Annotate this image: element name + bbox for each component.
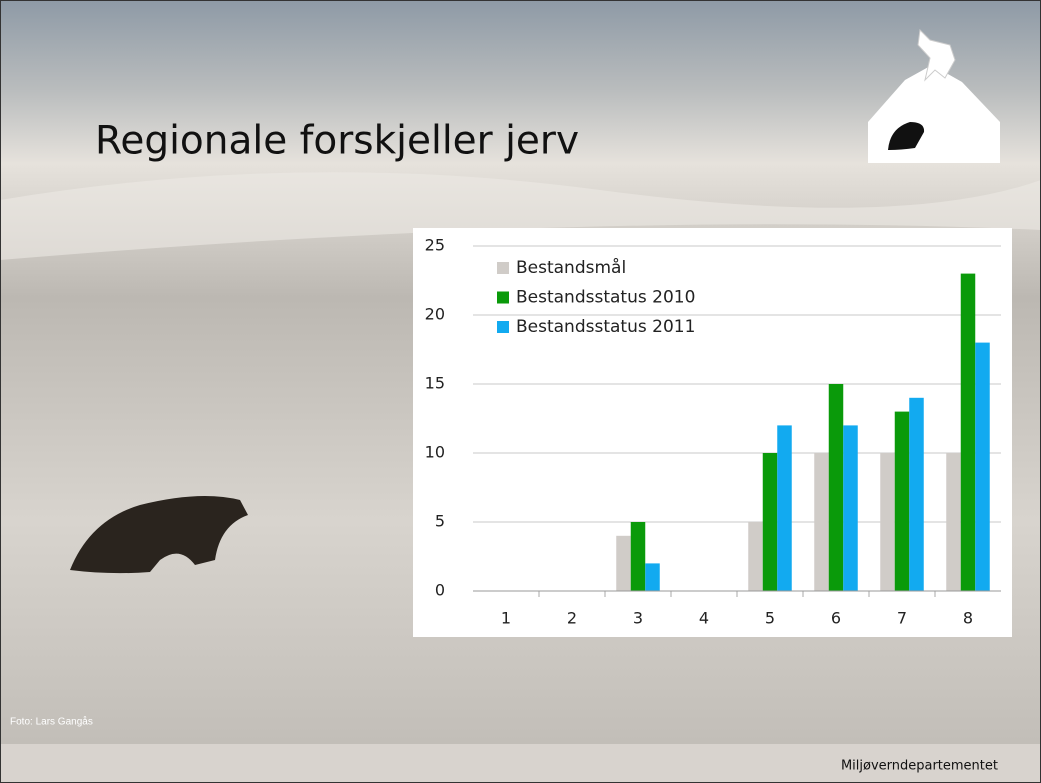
- bar: [894, 411, 910, 591]
- legend-label: Bestandsstatus 2010: [516, 288, 695, 308]
- x-tick-label: 4: [699, 609, 709, 628]
- photo-credit: Foto: Lars Gangås: [10, 716, 93, 728]
- wolverine: [70, 496, 248, 574]
- y-tick-label: 20: [425, 305, 445, 324]
- bar: [975, 342, 990, 591]
- x-tick-label: 3: [633, 609, 643, 628]
- slide-title: Regionale forskjeller jerv: [95, 119, 579, 164]
- bar: [645, 563, 660, 591]
- x-tick-label: 1: [501, 609, 511, 628]
- legend-label: Bestandsmål: [516, 257, 626, 278]
- bar: [880, 453, 895, 591]
- x-tick-label: 6: [831, 609, 841, 628]
- logo-reindeer: [917, 28, 956, 82]
- bar: [814, 453, 829, 591]
- y-tick-label: 10: [425, 443, 445, 462]
- y-tick-label: 25: [425, 236, 445, 255]
- x-tick-label: 7: [897, 609, 907, 628]
- footer-band: [0, 744, 1041, 783]
- bar: [748, 522, 763, 591]
- snow-ridge: [0, 172, 1041, 260]
- bar: [762, 453, 778, 591]
- legend-swatch: [497, 321, 509, 333]
- bar: [843, 425, 858, 591]
- y-tick-label: 15: [425, 374, 445, 393]
- x-tick-label: 2: [567, 609, 577, 628]
- legend-swatch: [497, 291, 509, 304]
- bar: [960, 273, 976, 591]
- y-tick-label: 5: [435, 512, 445, 531]
- bar: [909, 397, 924, 591]
- footer-text: Miljøverndepartementet: [841, 759, 998, 774]
- x-tick-label: 8: [963, 609, 973, 628]
- bar: [828, 384, 844, 591]
- bar: [946, 453, 961, 591]
- legend-swatch: [497, 262, 509, 274]
- legend-label: Bestandsstatus 2011: [516, 317, 695, 337]
- y-tick-label: 0: [435, 581, 445, 600]
- bar: [777, 425, 792, 591]
- bar: [630, 522, 646, 591]
- logo-animal: [888, 122, 925, 150]
- bar: [616, 535, 631, 591]
- x-tick-label: 5: [765, 609, 775, 628]
